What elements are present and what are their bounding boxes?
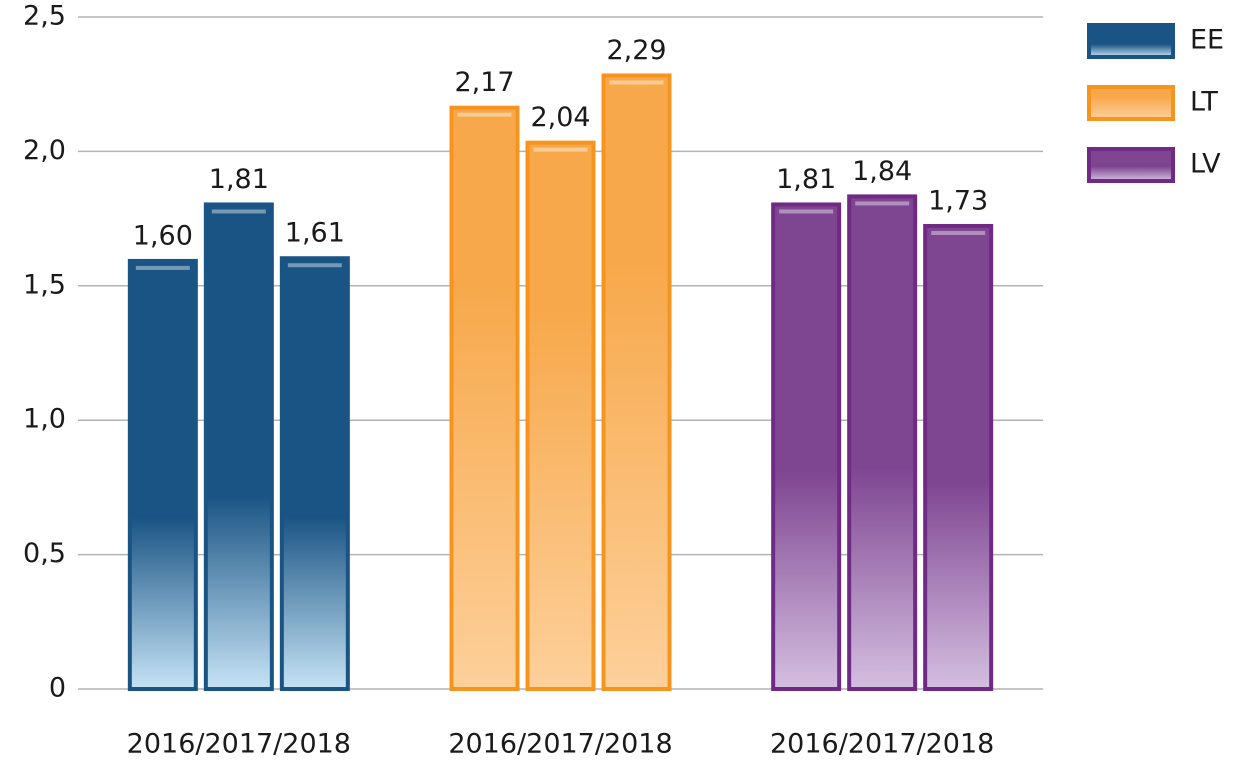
value-label: 1,60 [133, 220, 193, 251]
legend-label: LV [1190, 149, 1221, 180]
bar [449, 105, 520, 692]
value-label: 2,04 [530, 102, 590, 133]
bar [601, 73, 672, 691]
legend-swatch [1087, 85, 1175, 121]
x-tick-label: 2016/2017/2018 [770, 729, 994, 760]
bar-shine [287, 263, 342, 268]
bar [127, 258, 198, 691]
legend-swatch [1087, 23, 1175, 59]
x-tick-label: 2016/2017/2018 [127, 729, 351, 760]
bar [525, 140, 596, 691]
legend-label: EE [1190, 25, 1224, 56]
x-tick-label: 2016/2017/2018 [448, 729, 672, 760]
bar [279, 256, 350, 691]
value-label: 1,81 [776, 164, 836, 195]
bar [923, 223, 994, 691]
bar-shine [457, 112, 512, 117]
y-tick-label: 2,5 [23, 1, 66, 32]
bar [203, 202, 274, 692]
bar [771, 202, 842, 692]
bar-shine [855, 201, 910, 206]
value-label: 1,73 [928, 185, 988, 216]
value-label: 1,81 [209, 164, 269, 195]
bar-shine [779, 209, 834, 214]
bar-shine [533, 147, 588, 152]
y-tick-label: 1,5 [23, 269, 66, 300]
value-label: 2,29 [606, 35, 666, 66]
y-tick-label: 1,0 [23, 404, 66, 435]
bar-shine [211, 209, 266, 214]
y-tick-label: 0,5 [23, 538, 66, 569]
value-label: 1,61 [285, 218, 345, 249]
bar-shine [135, 265, 190, 270]
legend-label: LT [1190, 87, 1218, 118]
legend-swatch [1087, 147, 1175, 183]
y-tick-label: 2,0 [23, 135, 66, 166]
value-label: 2,17 [454, 67, 514, 98]
bar [847, 194, 918, 692]
bar-shine [609, 80, 664, 85]
value-label: 1,84 [852, 156, 912, 187]
y-tick-label: 0 [49, 673, 66, 704]
bar-shine [931, 230, 986, 235]
